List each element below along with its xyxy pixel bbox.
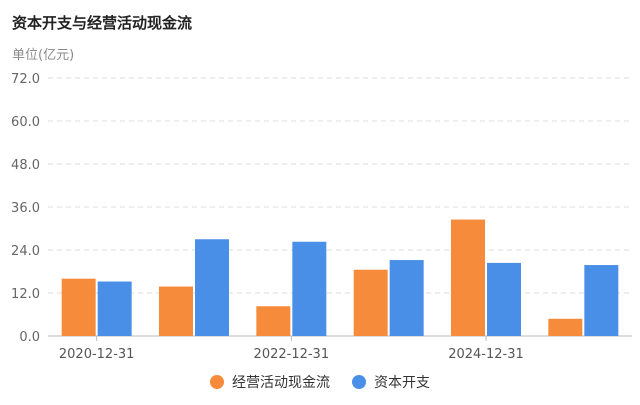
y-tick-label: 72.0 — [11, 72, 40, 87]
legend-swatch-operating-cashflow — [210, 375, 224, 389]
bar-capex — [487, 262, 521, 336]
bar-operating-cashflow — [353, 269, 388, 336]
y-tick-label: 48.0 — [11, 158, 40, 173]
chart-title: 资本开支与经营活动现金流 — [12, 14, 193, 32]
bar-operating-cashflow — [548, 318, 583, 336]
legend-item-operating-cashflow[interactable]: 经营活动现金流 — [210, 372, 330, 392]
legend-swatch-capex — [352, 375, 366, 389]
x-tick-label: 2020-12-31 — [59, 347, 135, 362]
bar-capex — [195, 239, 229, 336]
bar-operating-cashflow — [61, 278, 96, 336]
bar-capex — [389, 260, 424, 336]
y-tick-label: 0.0 — [19, 330, 40, 345]
bar-operating-cashflow — [451, 219, 485, 336]
legend: 经营活动现金流 资本开支 — [0, 372, 640, 392]
bar-capex — [97, 281, 132, 336]
legend-item-capex[interactable]: 资本开支 — [352, 372, 430, 392]
y-tick-label: 24.0 — [11, 244, 40, 259]
y-tick-label: 12.0 — [11, 287, 40, 302]
x-tick-label: 2022-12-31 — [254, 347, 330, 362]
x-tick-label: 2024-12-31 — [448, 347, 524, 362]
bar-capex — [584, 265, 619, 336]
legend-label-capex: 资本开支 — [374, 375, 430, 391]
bar-operating-cashflow — [256, 306, 291, 336]
legend-label-operating-cashflow: 经营活动现金流 — [232, 375, 330, 391]
unit-label: 单位(亿元) — [12, 48, 75, 63]
y-tick-label: 36.0 — [11, 201, 40, 216]
bar-operating-cashflow — [159, 286, 193, 336]
y-tick-label: 60.0 — [11, 115, 40, 130]
bar-capex — [292, 241, 327, 336]
